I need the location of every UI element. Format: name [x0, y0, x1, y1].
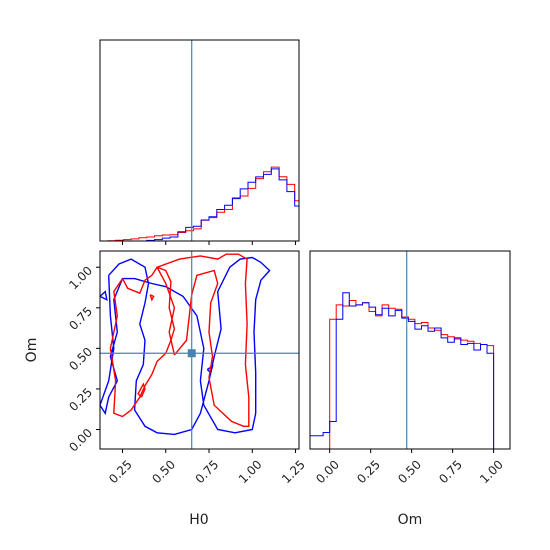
scatter-y-tick-label-0: 0.00 — [66, 426, 95, 455]
contour-series-a-1 — [149, 294, 155, 302]
hist-om-x-tick-label-0: 0.00 — [313, 457, 342, 486]
hist-om-x-tick-label-2: 0.50 — [395, 457, 424, 486]
y-axis-title-om: Om — [24, 338, 40, 363]
contour-series-b-inner-0 — [100, 290, 108, 301]
scatter-y-tick-label-3: 0.75 — [66, 304, 95, 333]
scatter-y-tick-label-4: 1.00 — [66, 263, 95, 292]
scatter-y-tick-label-2: 0.50 — [66, 345, 95, 374]
hist-om-series-a — [310, 300, 507, 449]
x-axis-title-h0: H0 — [189, 512, 208, 528]
scatter-x-tick-label-1: 0.50 — [149, 457, 178, 486]
hist-om-x-tick-label-3: 0.75 — [436, 457, 465, 486]
histogram-h0-panel — [99, 39, 300, 245]
histogram-h0-frame — [99, 39, 300, 242]
contour-series-a-2 — [137, 382, 146, 398]
hist-om-x-tick-label-1: 0.25 — [354, 457, 383, 486]
contour-series-b-0 — [100, 256, 271, 436]
contour-series-a-0 — [109, 266, 176, 418]
scatter-2d-frame — [99, 250, 300, 450]
scatter-x-tick-label-3: 1.00 — [236, 457, 265, 486]
scatter-2d-panel: 0.25 0.50 0.75 1.00 1.25 0.00 0.25 0.50 0.75 1.00 — [66, 250, 308, 486]
scatter-x-tick-label-2: 0.75 — [193, 457, 222, 486]
contour-series-b-inner-1 — [206, 364, 214, 375]
scatter-x-tick-label-4: 1.25 — [279, 457, 308, 486]
histogram-om-panel: 0.00 0.25 0.50 0.75 1.00 — [309, 250, 511, 486]
hist-om-x-tick-label-4: 1.00 — [477, 457, 506, 486]
truth-marker — [187, 349, 196, 358]
contour-series-a-right-0 — [156, 253, 250, 427]
scatter-y-tick-label-1: 0.25 — [66, 385, 95, 414]
histogram-om-frame — [309, 250, 511, 450]
x-axis-title-om: Om — [398, 512, 423, 528]
hist-h0-series-a — [100, 166, 299, 241]
scatter-x-tick-label-0: 0.25 — [106, 457, 135, 486]
hist-om-series-b — [310, 292, 507, 449]
hist-h0-series-b — [100, 168, 299, 241]
